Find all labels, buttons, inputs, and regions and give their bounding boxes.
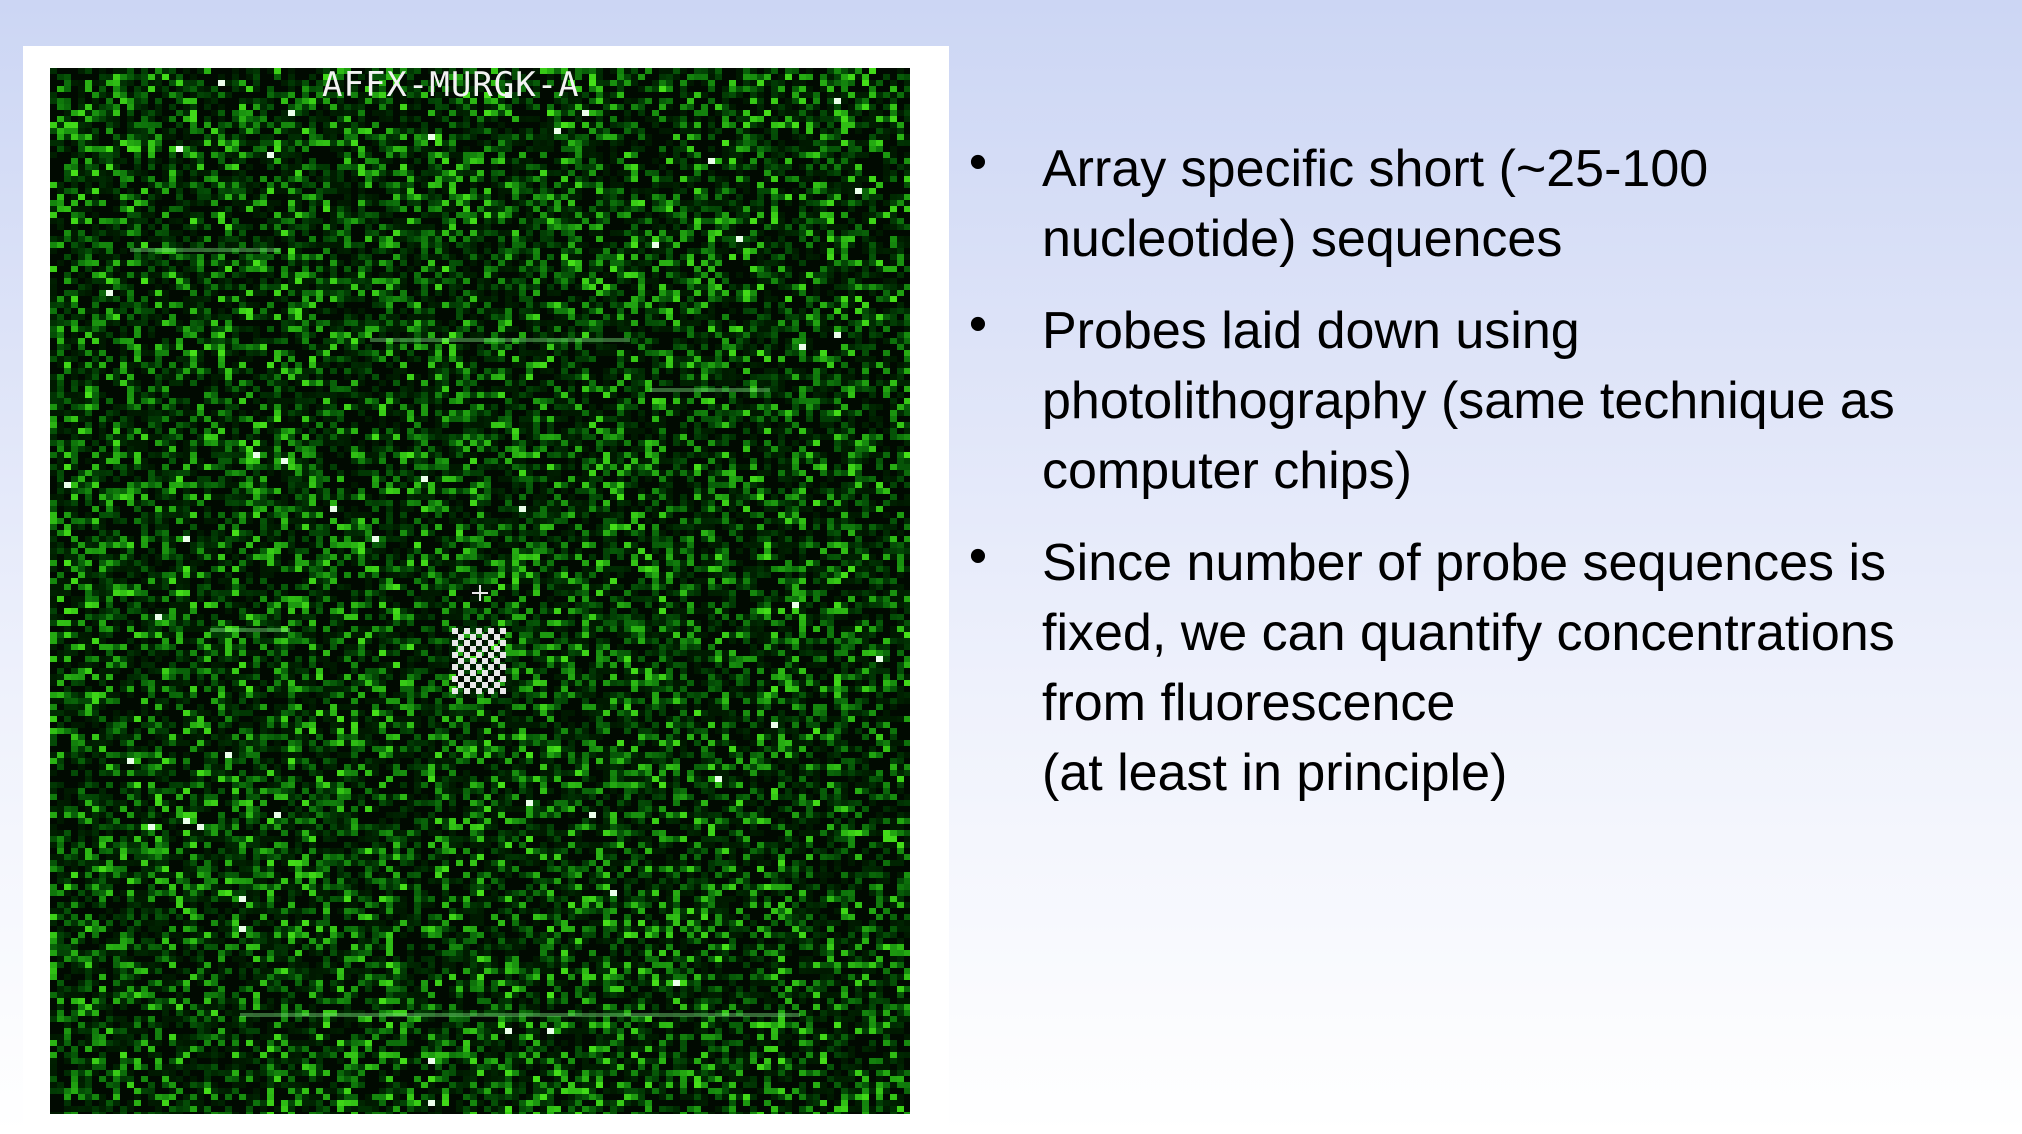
bullet-dot-icon: • xyxy=(968,133,988,191)
bullet-dot-icon: • xyxy=(968,527,988,585)
bullet-line: Array specific short (~25-100 xyxy=(1042,140,1709,198)
chip-label: AFFX-MURGK-A xyxy=(322,65,580,105)
bullet-line: nucleotide) sequences xyxy=(1042,210,1563,268)
bullet-line: from fluorescence xyxy=(1042,674,1456,732)
bullet-dot-icon: • xyxy=(968,295,988,353)
bullet-item-2: • Probes laid down using photolithograph… xyxy=(958,296,2008,506)
bullet-line: computer chips) xyxy=(1042,442,1412,500)
probe-grid xyxy=(50,68,910,1114)
bullet-line: Probes laid down using xyxy=(1042,302,1580,360)
bullet-item-3: • Since number of probe sequences is fix… xyxy=(958,528,2008,808)
bullet-line: (at least in principle) xyxy=(1042,744,1508,802)
bullet-item-1: • Array specific short (~25-100 nucleoti… xyxy=(958,134,2008,274)
bullet-line: photolithography (same technique as xyxy=(1042,372,1895,430)
bullet-line: Since number of probe sequences is xyxy=(1042,534,1887,592)
bullet-line: fixed, we can quantify concentrations xyxy=(1042,604,1895,662)
bullet-list: • Array specific short (~25-100 nucleoti… xyxy=(958,134,2008,830)
microarray-scan-image xyxy=(50,68,910,1114)
